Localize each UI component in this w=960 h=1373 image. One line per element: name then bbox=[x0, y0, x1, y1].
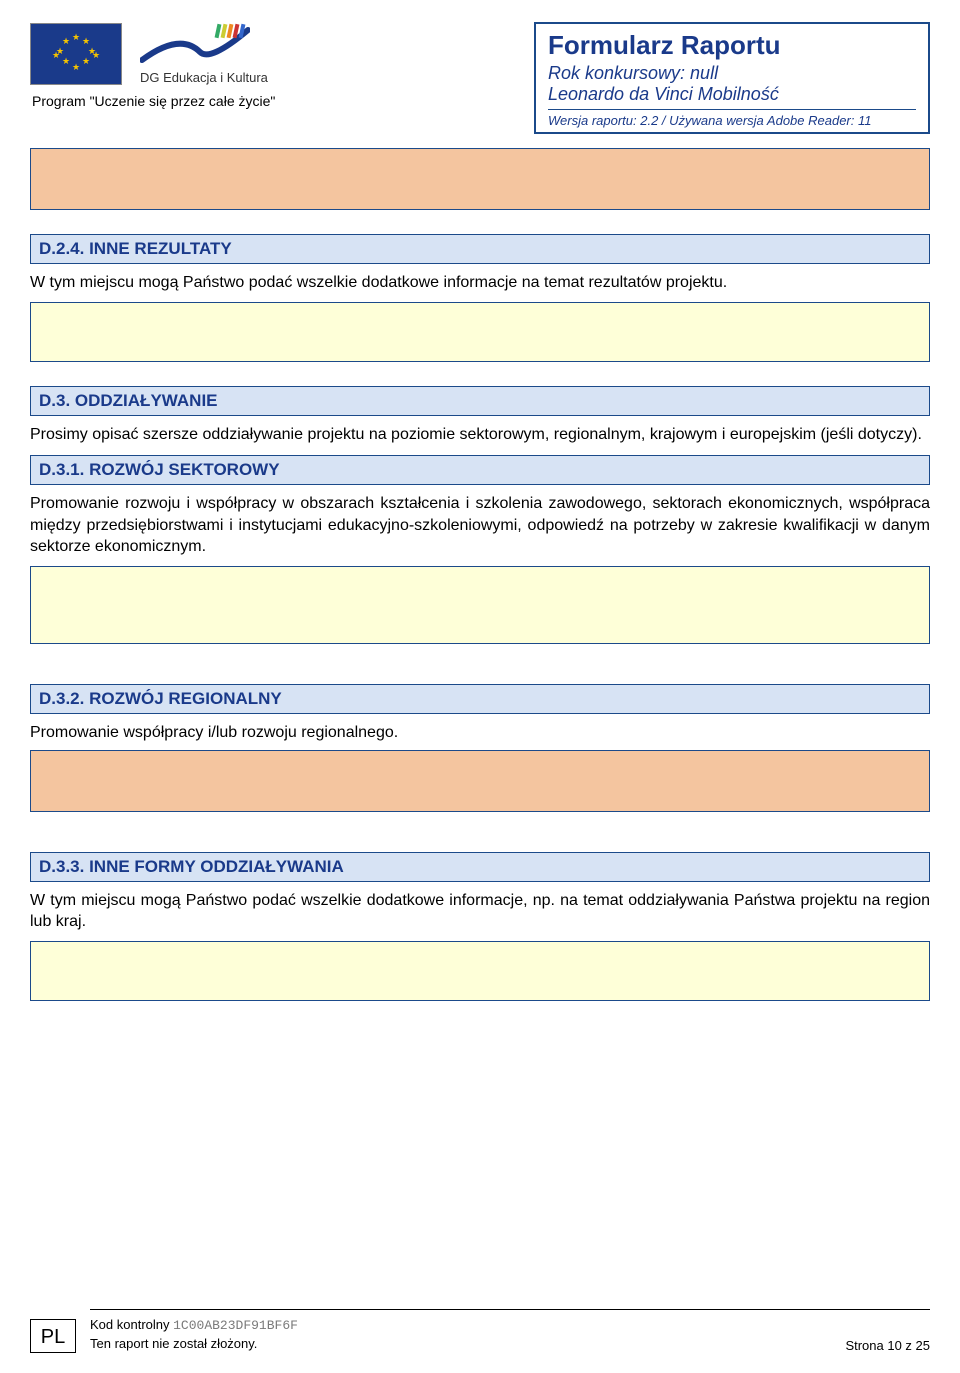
section-heading-d33: D.3.3. INNE FORMY ODDZIAŁYWANIA bbox=[30, 852, 930, 882]
footer: PL Kod kontrolny 1C00AB23DF91BF6F Ten ra… bbox=[30, 1309, 930, 1353]
section-desc-d24: W tym miejscu mogą Państwo podać wszelki… bbox=[30, 272, 930, 294]
report-status: Ten raport nie został złożony. bbox=[90, 1335, 845, 1353]
swoosh-logo bbox=[140, 22, 250, 68]
input-field-d33[interactable] bbox=[30, 941, 930, 1001]
page: ★ ★ ★ ★ ★ ★ ★ ★ ★ ★ ★ ★ bbox=[0, 0, 960, 1373]
section-heading-d3: D.3. ODDZIAŁYWANIE bbox=[30, 386, 930, 416]
lang-code-box: PL bbox=[30, 1319, 76, 1353]
page-number: Strona 10 z 25 bbox=[845, 1338, 930, 1353]
footer-inner: PL Kod kontrolny 1C00AB23DF91BF6F Ten ra… bbox=[30, 1316, 930, 1353]
program-logo-block: DG Edukacja i Kultura bbox=[140, 22, 268, 85]
section-desc-d3: Prosimy opisać szersze oddziaływanie pro… bbox=[30, 424, 930, 446]
section-desc-d33: W tym miejscu mogą Państwo podać wszelki… bbox=[30, 890, 930, 933]
section-heading-d32: D.3.2. ROZWÓJ REGIONALNY bbox=[30, 684, 930, 714]
form-subtitle-program: Leonardo da Vinci Mobilność bbox=[548, 84, 916, 105]
form-subtitle-year: Rok konkursowy: null bbox=[548, 63, 916, 84]
logo-block: ★ ★ ★ ★ ★ ★ ★ ★ ★ ★ ★ ★ bbox=[30, 22, 520, 109]
header: ★ ★ ★ ★ ★ ★ ★ ★ ★ ★ ★ ★ bbox=[30, 22, 930, 134]
title-separator bbox=[548, 109, 916, 110]
section-desc-d32: Promowanie współpracy i/lub rozwoju regi… bbox=[30, 722, 930, 744]
section-desc-d31: Promowanie rozwoju i współpracy w obszar… bbox=[30, 493, 930, 558]
form-title: Formularz Raportu bbox=[548, 30, 916, 61]
eu-flag-logo: ★ ★ ★ ★ ★ ★ ★ ★ ★ ★ ★ ★ bbox=[30, 23, 122, 85]
org-subtitle: DG Edukacja i Kultura bbox=[140, 70, 268, 85]
input-field-d31[interactable] bbox=[30, 566, 930, 644]
footer-rule bbox=[90, 1309, 930, 1310]
footer-text: Kod kontrolny 1C00AB23DF91BF6F Ten rapor… bbox=[90, 1316, 845, 1353]
input-field-top[interactable] bbox=[30, 148, 930, 210]
title-box: Formularz Raportu Rok konkursowy: null L… bbox=[534, 22, 930, 134]
program-line: Program "Uczenie się przez całe życie" bbox=[32, 93, 275, 109]
input-field-d24[interactable] bbox=[30, 302, 930, 362]
section-heading-d24: D.2.4. INNE REZULTATY bbox=[30, 234, 930, 264]
control-code-label: Kod kontrolny bbox=[90, 1317, 173, 1332]
input-field-d32[interactable] bbox=[30, 750, 930, 812]
control-code-value: 1C00AB23DF91BF6F bbox=[173, 1318, 298, 1333]
section-heading-d31: D.3.1. ROZWÓJ SEKTOROWY bbox=[30, 455, 930, 485]
logos: ★ ★ ★ ★ ★ ★ ★ ★ ★ ★ ★ ★ bbox=[30, 22, 268, 85]
version-line: Wersja raportu: 2.2 / Używana wersja Ado… bbox=[548, 113, 916, 128]
control-code-line: Kod kontrolny 1C00AB23DF91BF6F bbox=[90, 1316, 845, 1335]
